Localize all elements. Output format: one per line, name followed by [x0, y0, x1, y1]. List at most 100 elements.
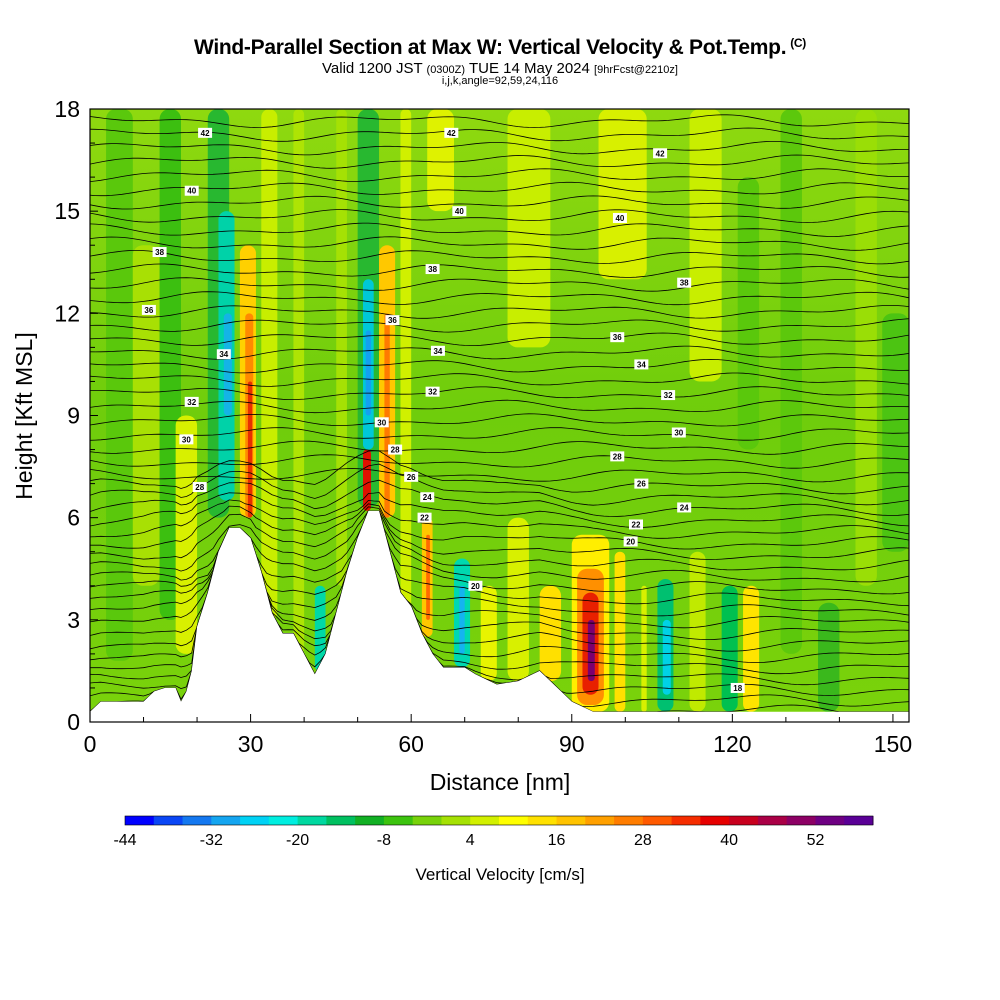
colorbar-swatch: [844, 816, 874, 825]
colorbar-label: Vertical Velocity [cm/s]: [415, 865, 584, 884]
y-tick-label: 0: [67, 709, 80, 735]
isentrope-line: [90, 222, 909, 237]
contour-label: 38: [155, 248, 164, 257]
colorbar-swatch: [757, 816, 788, 825]
contour-label-box: [417, 512, 432, 523]
y-tick-label: 18: [54, 96, 80, 122]
velocity-streak: [818, 602, 840, 712]
contour-label: 30: [182, 435, 191, 444]
colorbar-swatch: [268, 816, 299, 825]
isentrope-line: [90, 168, 909, 182]
isentrope-line: [90, 332, 909, 346]
velocity-streak: [261, 109, 278, 620]
contour-label: 22: [420, 514, 429, 523]
contour-label: 42: [447, 129, 456, 138]
isentrope-line: [90, 463, 909, 506]
isentrope-line: [90, 399, 909, 414]
y-tick-label: 15: [54, 198, 80, 224]
contour-label-box: [677, 277, 692, 288]
y-tick-label: 6: [67, 505, 80, 531]
velocity-streak: [480, 585, 497, 682]
colorbar-swatch: [470, 816, 500, 825]
contour-label: 42: [201, 129, 210, 138]
isentrope-line: [90, 277, 909, 292]
contour-label-box: [425, 264, 440, 275]
contour-label: 30: [377, 418, 386, 427]
contour-label-box: [677, 502, 692, 513]
x-axis-label: Distance [nm]: [430, 769, 571, 795]
contour-label: 34: [219, 350, 228, 359]
colorbar-swatch: [297, 816, 327, 825]
colorbar-swatch: [614, 816, 644, 825]
contour-label-box: [730, 682, 745, 693]
colorbar-swatch: [211, 816, 241, 825]
isentrope-line: [90, 291, 909, 306]
velocity-streak: [293, 109, 305, 654]
contour-label-box: [671, 427, 686, 438]
isentrope-line: [90, 181, 909, 197]
contour-label: 28: [195, 483, 204, 492]
isentrope-line: [90, 506, 909, 560]
contour-label: 40: [615, 214, 624, 223]
velocity-streak: [365, 330, 372, 416]
isentrope-line: [90, 154, 909, 169]
velocity-streak: [662, 619, 671, 695]
colorbar: -44 -32 -20 -8 4 16 28 40 52 Vertical Velocity […: [113, 815, 874, 884]
contour-label: 40: [187, 187, 196, 196]
contour-label-box: [141, 304, 156, 315]
chart-title: Wind-Parallel Section at Max W: Vertical…: [194, 36, 806, 59]
x-axis-ticks: 0 30 60 90 120 150: [84, 714, 912, 757]
contour-label: 22: [632, 520, 641, 529]
theta-contour-labels: 42 42 42 40 40 40 38 38 38 36 36 36 34 34 34 32 32 32 30 30…: [141, 127, 745, 693]
contour-label: 36: [144, 306, 153, 315]
isentrope-line: [90, 510, 909, 583]
velocity-streak: [336, 109, 347, 586]
contour-label: 28: [613, 452, 622, 461]
contour-label-box: [385, 315, 400, 326]
isentrope-line: [90, 305, 909, 319]
colorbar-swatch: [642, 816, 673, 825]
colorbar-swatch: [499, 816, 529, 825]
colorbar-swatch: [786, 816, 816, 825]
colorbar-tick-label: -32: [200, 832, 223, 849]
contour-label: 32: [664, 391, 673, 400]
contour-label: 30: [674, 429, 683, 438]
contour-label-box: [184, 396, 199, 407]
velocity-streak: [247, 381, 253, 518]
isentrope-line: [90, 195, 909, 210]
velocity-streak: [175, 415, 198, 654]
colorbar-swatch: [326, 816, 356, 825]
isentrope-line: [90, 503, 909, 550]
x-tick-label: 120: [713, 731, 751, 757]
colorbar-swatch: [815, 816, 845, 825]
isentrope-line: [90, 427, 909, 441]
contour-label: 20: [626, 538, 635, 547]
contour-label: 38: [428, 265, 437, 274]
isentrope-line: [90, 236, 909, 251]
contour-label: 20: [471, 582, 480, 591]
colorbar-tick-label: 52: [807, 832, 825, 849]
colorbar-swatch: [441, 816, 471, 825]
isentrope-line: [90, 358, 909, 374]
velocity-streak: [132, 245, 160, 586]
y-axis-ticks: 0 3 6 9 12 15 18: [54, 96, 98, 735]
contour-label-box: [610, 332, 625, 343]
velocity-streak: [882, 313, 909, 552]
contour-label-box: [468, 580, 483, 591]
isentrope-line: [90, 372, 909, 387]
velocity-streak: [721, 585, 738, 712]
velocity-streak: [459, 585, 465, 654]
colorbar-swatch: [240, 816, 270, 825]
colorbar-swatch: [585, 816, 615, 825]
velocity-streak: [426, 534, 430, 620]
contour-label-box: [612, 212, 627, 223]
contour-label: 36: [388, 316, 397, 325]
velocity-streak: [384, 313, 390, 518]
isentrope-line: [90, 413, 909, 427]
chart-subtitle: Valid 1200 JST (0300Z) TUE 14 May 2024 […: [322, 60, 678, 77]
contour-label: 42: [656, 149, 665, 158]
contour-label-box: [404, 471, 419, 482]
isentrope-line: [90, 114, 909, 129]
